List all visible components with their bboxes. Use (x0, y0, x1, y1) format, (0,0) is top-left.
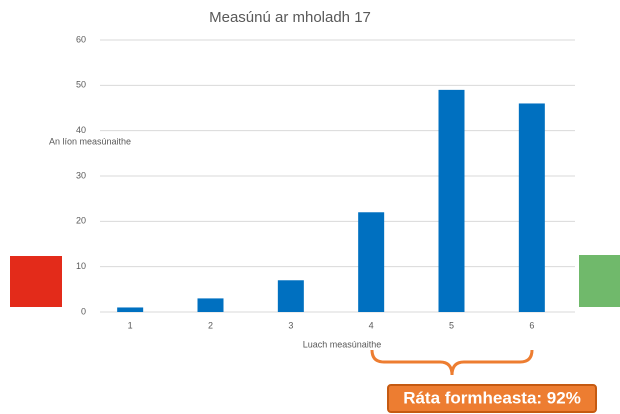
annotation: Ráta formheasta: 92% (403, 388, 581, 407)
chart-title: Measúnú ar mholadh 17 (209, 9, 371, 26)
y-tick-label: 0 (81, 306, 86, 316)
x-tick-label: 5 (449, 320, 454, 330)
bar (358, 212, 385, 312)
y-axis-label: An líon measúnaithe (49, 136, 131, 146)
x-tick-label: 3 (288, 320, 293, 330)
bar (438, 89, 465, 312)
red-square (10, 256, 62, 307)
y-tick-label: 50 (76, 80, 86, 90)
bracket (370, 349, 534, 376)
x-tick-label: 4 (369, 320, 374, 330)
x-tick-label: 2 (208, 320, 213, 330)
bar (518, 103, 545, 312)
bar (197, 298, 224, 312)
y-tick-label: 20 (76, 216, 86, 226)
green-square (579, 255, 620, 307)
bar (277, 280, 304, 312)
y-tick-label: 10 (76, 261, 86, 271)
y-tick-label: 60 (76, 34, 86, 44)
annotation-box (387, 384, 597, 413)
y-tick-label: 40 (76, 125, 86, 135)
x-tick-label: 1 (128, 320, 133, 330)
y-tick-label: 30 (76, 170, 86, 180)
x-tick-label: 6 (529, 320, 534, 330)
bar (117, 307, 144, 312)
x-axis-label: Luach measúnaithe (303, 339, 382, 349)
